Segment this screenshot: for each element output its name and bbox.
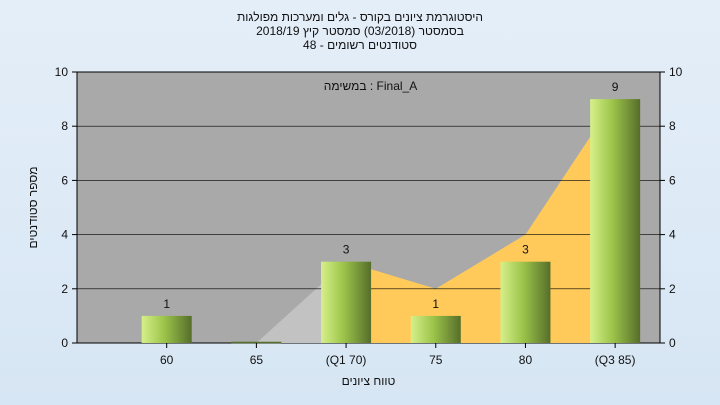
bar-0 xyxy=(141,315,192,343)
y-tick-label-right-0: 0 xyxy=(669,336,676,350)
bar-4 xyxy=(500,261,551,343)
x-tick-label-5: (Q3 85) xyxy=(595,353,636,367)
x-tick-label-4: 80 xyxy=(519,353,533,367)
distribution-area-outer xyxy=(166,261,347,343)
y-tick-label-left-2: 2 xyxy=(61,282,68,296)
chart-subtitle-students: סטודנטים רשומים - 48 xyxy=(303,38,417,52)
y-tick-label-left-4: 4 xyxy=(61,228,68,242)
y-tick-label-left-0: 0 xyxy=(61,336,68,350)
bar-value-label-5: 9 xyxy=(612,80,619,94)
chart-subtitle-semester: בסמסטר (03/2018) סמסטר קיץ 2018/19 xyxy=(256,24,464,38)
bar-value-label-4: 3 xyxy=(522,243,529,257)
y-tick-label-left-8: 8 xyxy=(61,119,68,133)
chart-title: היסטוגרמת ציונים בקורס - גלים ומערכות מפ… xyxy=(237,10,483,24)
y-tick-label-right-10: 10 xyxy=(669,65,683,79)
x-tick-label-1: 65 xyxy=(250,353,264,367)
x-tick-label-0: 60 xyxy=(160,353,174,367)
y-tick-label-right-2: 2 xyxy=(669,282,676,296)
bar-5 xyxy=(590,99,641,343)
x-tick-label-2: (Q1 70) xyxy=(326,353,367,367)
y-axis-label: מספר סטודנטים xyxy=(26,166,40,248)
bar-value-label-0: 1 xyxy=(163,297,170,311)
x-axis-label: טווח ציונים xyxy=(342,374,396,388)
bar-3 xyxy=(410,315,461,343)
y-tick-label-right-4: 4 xyxy=(669,228,676,242)
x-tick-label-3: 75 xyxy=(429,353,443,367)
bar-value-label-3: 1 xyxy=(432,297,439,311)
y-tick-label-right-8: 8 xyxy=(669,119,676,133)
chart-title-block: היסטוגרמת ציונים בקורס - גלים ומערכות מפ… xyxy=(0,10,720,52)
task-annotation: במשימה : Final_A xyxy=(324,79,418,93)
y-tick-label-left-10: 10 xyxy=(55,65,69,79)
y-tick-label-left-6: 6 xyxy=(61,173,68,187)
bar-2 xyxy=(321,261,372,343)
y-tick-label-right-6: 6 xyxy=(669,173,676,187)
bar-value-label-2: 3 xyxy=(343,243,350,257)
